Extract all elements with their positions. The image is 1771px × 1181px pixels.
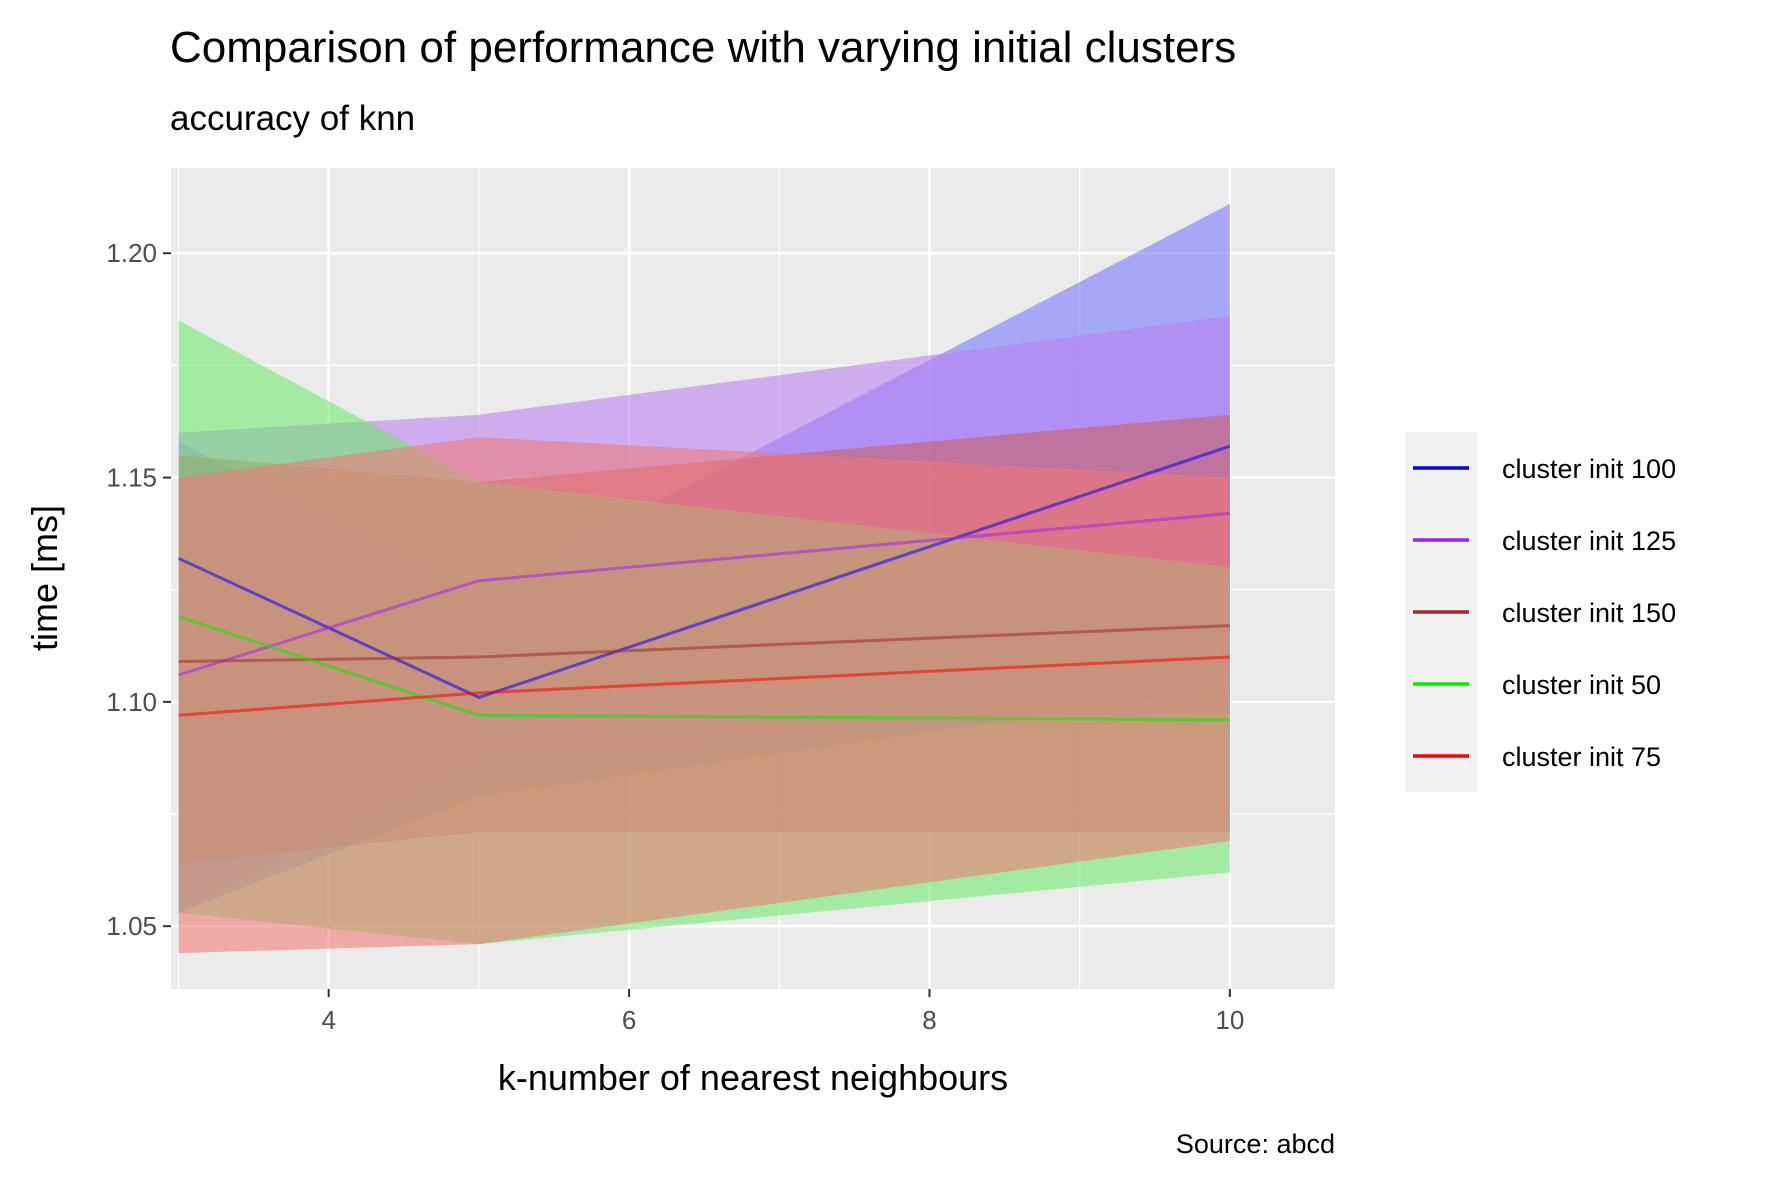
y-axis-title: time [ms] xyxy=(24,505,65,651)
line-cluster-init-125 xyxy=(178,511,1231,677)
line-cluster-init-75 xyxy=(178,655,1230,717)
y-axis: 1.05 1.10 1.15 1.20 xyxy=(106,238,171,941)
series-lines xyxy=(177,444,1231,722)
legend-label: cluster init 75 xyxy=(1502,742,1661,772)
legend: cluster init 100 cluster init 125 cluster … xyxy=(1413,454,1676,772)
ribbon-cluster-init-75 xyxy=(178,437,1230,954)
legend-label: cluster init 150 xyxy=(1502,598,1676,628)
y-tick-label: 1.20 xyxy=(106,238,157,268)
x-axis: 4 6 8 10 xyxy=(321,989,1244,1035)
y-tick-label: 1.10 xyxy=(106,687,157,717)
legend-label: cluster init 100 xyxy=(1502,454,1676,484)
line-cluster-init-150 xyxy=(178,624,1230,663)
y-tick-label: 1.05 xyxy=(106,911,157,941)
ribbons xyxy=(178,203,1230,954)
legend-label: cluster init 125 xyxy=(1502,526,1676,556)
x-tick-label: 8 xyxy=(922,1005,936,1035)
chart-caption: Source: abcd xyxy=(1176,1129,1335,1159)
line-cluster-init-50 xyxy=(178,615,1230,722)
y-tick-label: 1.15 xyxy=(106,463,157,493)
chart-title: Comparison of performance with varying i… xyxy=(170,23,1236,72)
line-cluster-init-100 xyxy=(177,444,1231,699)
x-tick-label: 10 xyxy=(1215,1005,1244,1035)
x-tick-label: 6 xyxy=(622,1005,636,1035)
chart-subtitle: accuracy of knn xyxy=(170,99,415,138)
x-tick-label: 4 xyxy=(321,1005,335,1035)
x-axis-title: k-number of nearest neighbours xyxy=(498,1057,1008,1098)
legend-label: cluster init 50 xyxy=(1502,670,1661,700)
